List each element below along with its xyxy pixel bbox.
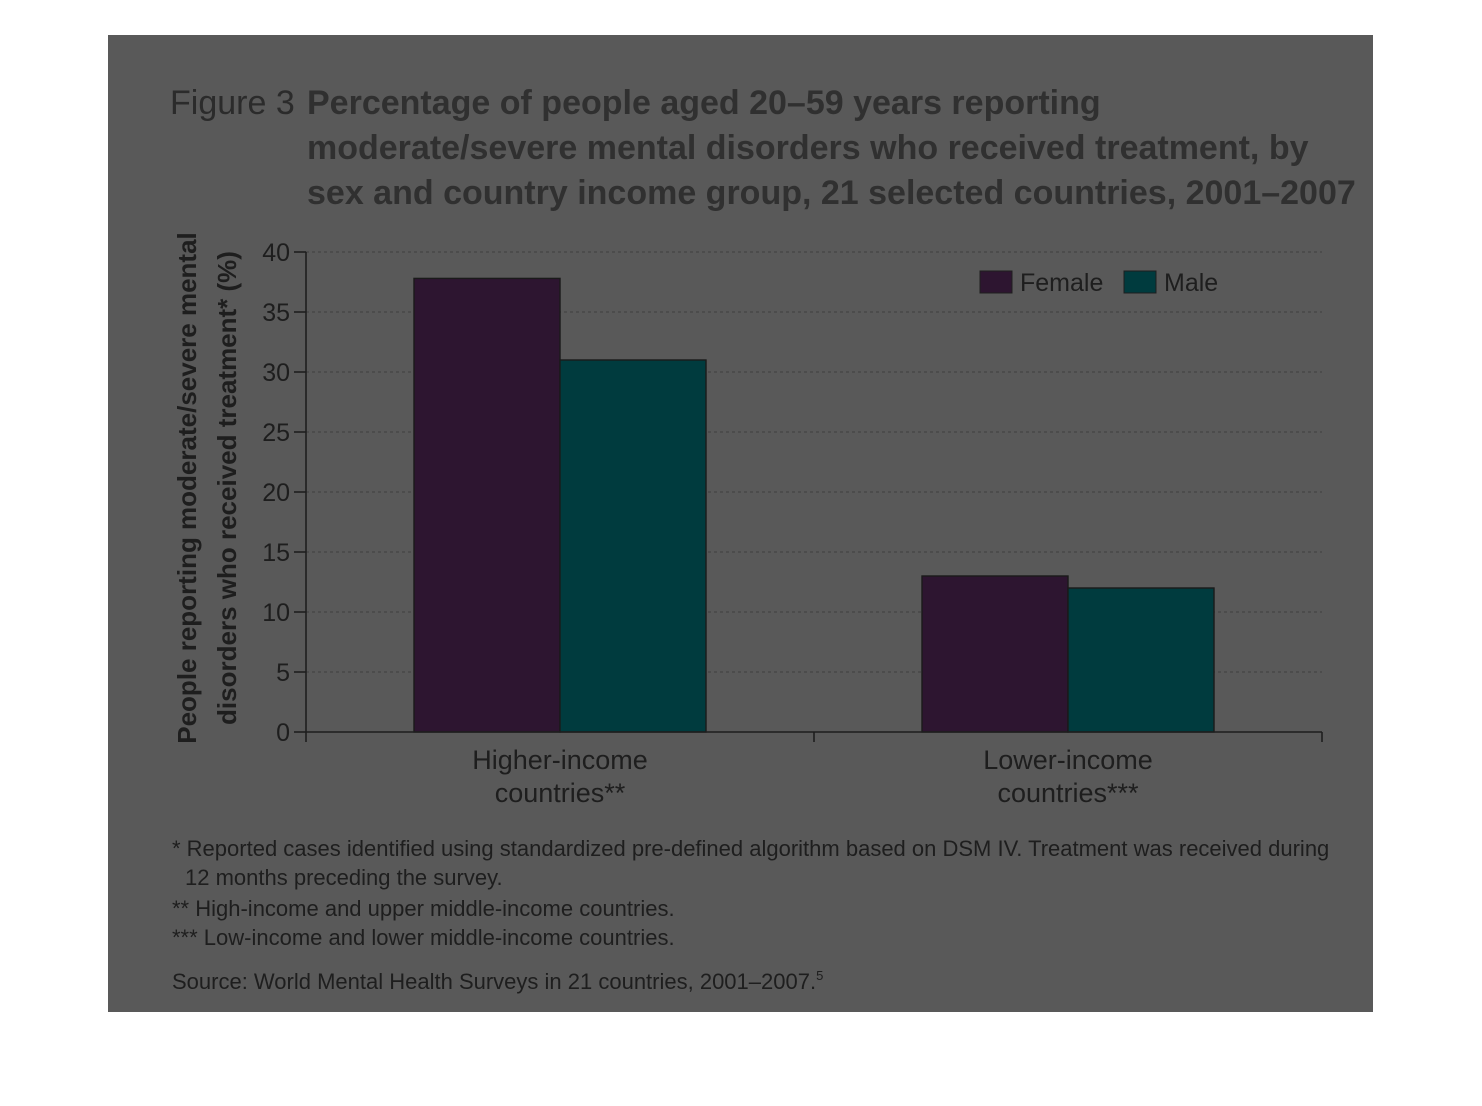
y-axis-title-line-1: People reporting moderate/severe mental: [172, 232, 202, 744]
y-tick-label-35: 35: [262, 299, 290, 327]
y-tick-label-0: 0: [276, 719, 290, 747]
y-tick-label-15: 15: [262, 539, 290, 567]
footnote-2: ** High-income and upper middle-income c…: [172, 896, 675, 921]
footnote-1-continued: 12 months preceding the survey.: [185, 865, 503, 890]
source-superscript: 5: [816, 968, 823, 983]
legend-label-female: Female: [1020, 269, 1103, 297]
footnote-3: *** Low-income and lower middle-income c…: [172, 925, 675, 950]
bar-male-2: [1067, 587, 1215, 733]
y-tick-labels: 0 5 10 15 20 25 30 35 40: [262, 239, 290, 747]
bars: [413, 277, 1215, 733]
y-tick-label-25: 25: [262, 419, 290, 447]
y-tick-label-10: 10: [262, 599, 290, 627]
source-text: Source: World Mental Health Surveys in 2…: [172, 969, 816, 994]
y-tick-label-20: 20: [262, 479, 290, 507]
y-tick-label-40: 40: [262, 239, 290, 267]
figure-label: Figure 3: [170, 84, 295, 122]
footnote-1: * Reported cases identified using standa…: [172, 836, 1329, 861]
axes: [294, 251, 1323, 742]
y-axis-title-line-2: disorders who received treatment* (%): [212, 251, 242, 725]
category-label-2-line-1: Lower-income: [983, 745, 1153, 775]
source-note: Source: World Mental Health Surveys in 2…: [172, 968, 823, 994]
legend: Female Male: [979, 269, 1218, 297]
figure-title-line-2: moderate/severe mental disorders who rec…: [307, 129, 1309, 167]
legend-swatch-female: [979, 270, 1013, 294]
y-tick-label-30: 30: [262, 359, 290, 387]
legend-label-male: Male: [1164, 269, 1218, 297]
bar-male-1: [559, 359, 707, 733]
figure-title-line-1: Percentage of people aged 20–59 years re…: [307, 84, 1101, 122]
figure-title-line-3: sex and country income group, 21 selecte…: [307, 174, 1356, 212]
category-label-2-line-2: countries***: [997, 778, 1139, 808]
category-label-1-line-1: Higher-income: [472, 745, 648, 775]
figure-panel: [108, 35, 1373, 1012]
y-tick-label-5: 5: [276, 659, 290, 687]
bar-female-2: [921, 575, 1069, 733]
legend-swatch-male: [1123, 270, 1157, 294]
bar-female-1: [413, 277, 561, 733]
category-label-1-line-2: countries**: [495, 778, 626, 808]
